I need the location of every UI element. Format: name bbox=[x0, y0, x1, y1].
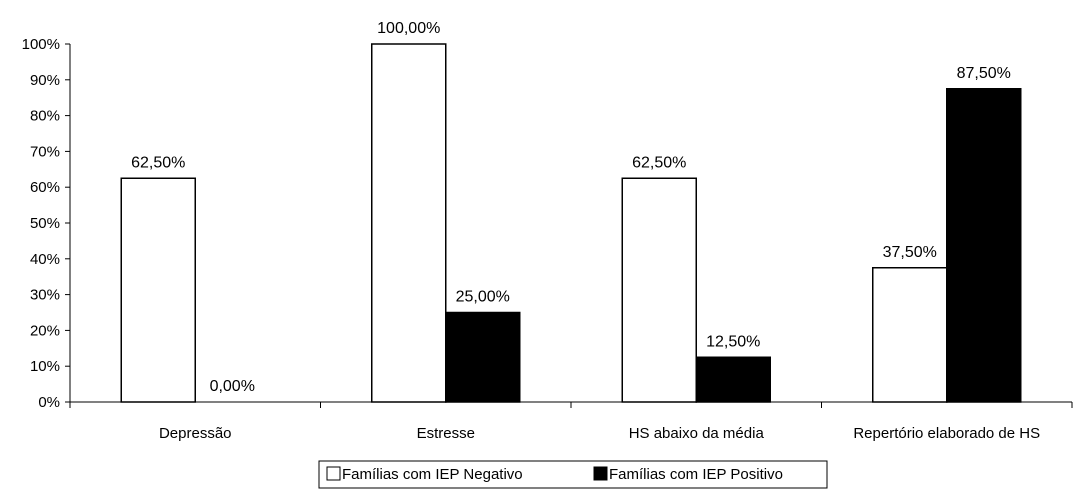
bar-positive bbox=[445, 311, 521, 403]
data-labels: 62,50% 0,00% 100,00% 25,00% 62,50% 12,50% 37,5… bbox=[131, 20, 1011, 395]
y-tick-label: 10% bbox=[30, 358, 60, 375]
y-tick-label: 100% bbox=[22, 36, 60, 53]
data-label: 37,50% bbox=[883, 244, 937, 261]
legend-swatch-negative bbox=[326, 466, 341, 481]
y-axis: 0% 10% 20% 30% 40% 50% 60% 70% 80% 90% 100% bbox=[22, 36, 71, 411]
y-tick-label: 30% bbox=[30, 287, 60, 304]
x-axis: Depressão Estresse HS abaixo da média Reper… bbox=[69, 401, 1073, 442]
bar-negative bbox=[621, 177, 697, 403]
x-category-label: HS abaixo da média bbox=[629, 425, 765, 442]
legend-box bbox=[318, 460, 828, 489]
y-tick-label: 20% bbox=[30, 322, 60, 339]
y-tick-label: 40% bbox=[30, 251, 60, 268]
x-category-label: Repertório elaborado de HS bbox=[853, 425, 1040, 442]
data-label: 87,50% bbox=[957, 65, 1011, 82]
bar-negative bbox=[120, 177, 196, 403]
y-tick-label: 70% bbox=[30, 143, 60, 160]
legend: Famílias com IEP Negativo Famílias com I… bbox=[318, 460, 828, 489]
y-tick-label: 90% bbox=[30, 72, 60, 89]
data-label: 0,00% bbox=[210, 378, 255, 395]
legend-label-positive: Famílias com IEP Positivo bbox=[609, 466, 783, 483]
y-tick-label: 50% bbox=[30, 215, 60, 232]
bar-positive bbox=[695, 356, 771, 403]
y-tick-label: 60% bbox=[30, 179, 60, 196]
bars bbox=[120, 43, 1022, 403]
bar-negative bbox=[872, 267, 948, 403]
bar-positive bbox=[946, 88, 1022, 403]
data-label: 62,50% bbox=[131, 154, 185, 171]
legend-swatch-positive bbox=[593, 466, 608, 481]
data-label: 100,00% bbox=[377, 20, 440, 37]
y-tick-label: 80% bbox=[30, 108, 60, 125]
x-category-label: Estresse bbox=[417, 425, 475, 442]
data-label: 25,00% bbox=[456, 289, 510, 306]
legend-label-negative: Famílias com IEP Negativo bbox=[342, 466, 523, 483]
x-category-label: Depressão bbox=[159, 425, 232, 442]
data-label: 62,50% bbox=[632, 154, 686, 171]
bar-negative bbox=[371, 43, 447, 403]
y-tick-label: 0% bbox=[38, 394, 60, 411]
data-label: 12,50% bbox=[706, 333, 760, 350]
